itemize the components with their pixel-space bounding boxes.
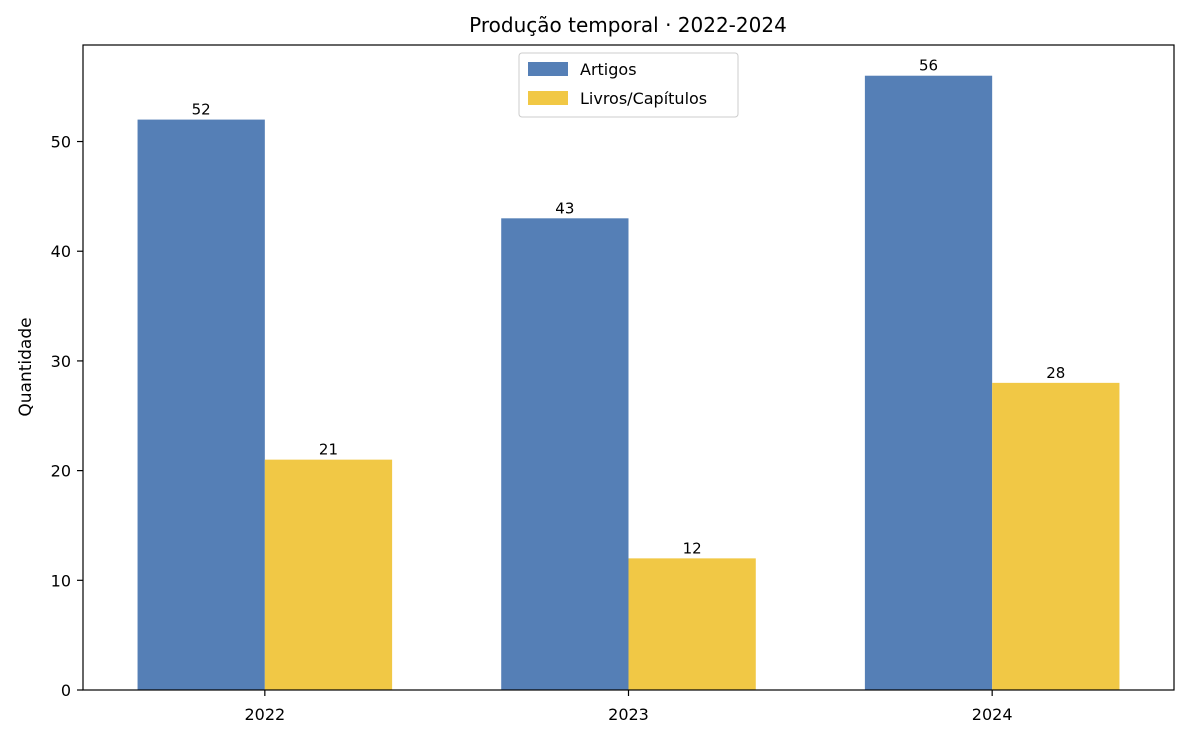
legend-swatch	[528, 62, 568, 76]
bar-artigos-2023	[501, 218, 629, 690]
y-tick-label: 40	[51, 242, 71, 261]
bar-artigos-2024	[864, 75, 993, 690]
y-axis-label: Quantidade	[16, 317, 36, 416]
bar-artigos-2022	[137, 119, 265, 690]
bar-value-label: 56	[919, 57, 938, 75]
chart-title: Produção temporal · 2022-2024	[469, 13, 787, 37]
x-tick-label: 2022	[244, 705, 285, 724]
y-tick-label: 50	[51, 133, 71, 152]
bar-value-label: 21	[319, 441, 338, 459]
legend-label: Livros/Capítulos	[580, 89, 707, 108]
bar-value-label: 12	[683, 539, 702, 557]
bar-livros-cap-tulos-2022	[264, 459, 393, 690]
bar-value-label: 28	[1046, 364, 1065, 382]
y-tick-label: 0	[61, 681, 71, 700]
y-tick-label: 10	[51, 571, 71, 590]
legend	[518, 52, 739, 118]
bar-livros-cap-tulos-2024	[992, 382, 1120, 690]
bar-value-label: 52	[192, 101, 211, 119]
legend-label: Artigos	[580, 60, 637, 79]
bar-value-label: 43	[555, 199, 574, 217]
x-tick-label: 2023	[608, 705, 649, 724]
legend-swatch	[528, 91, 568, 105]
y-tick-label: 30	[51, 352, 71, 371]
bar-livros-cap-tulos-2023	[628, 558, 756, 690]
x-tick-label: 2024	[972, 705, 1013, 724]
y-tick-label: 20	[51, 462, 71, 481]
